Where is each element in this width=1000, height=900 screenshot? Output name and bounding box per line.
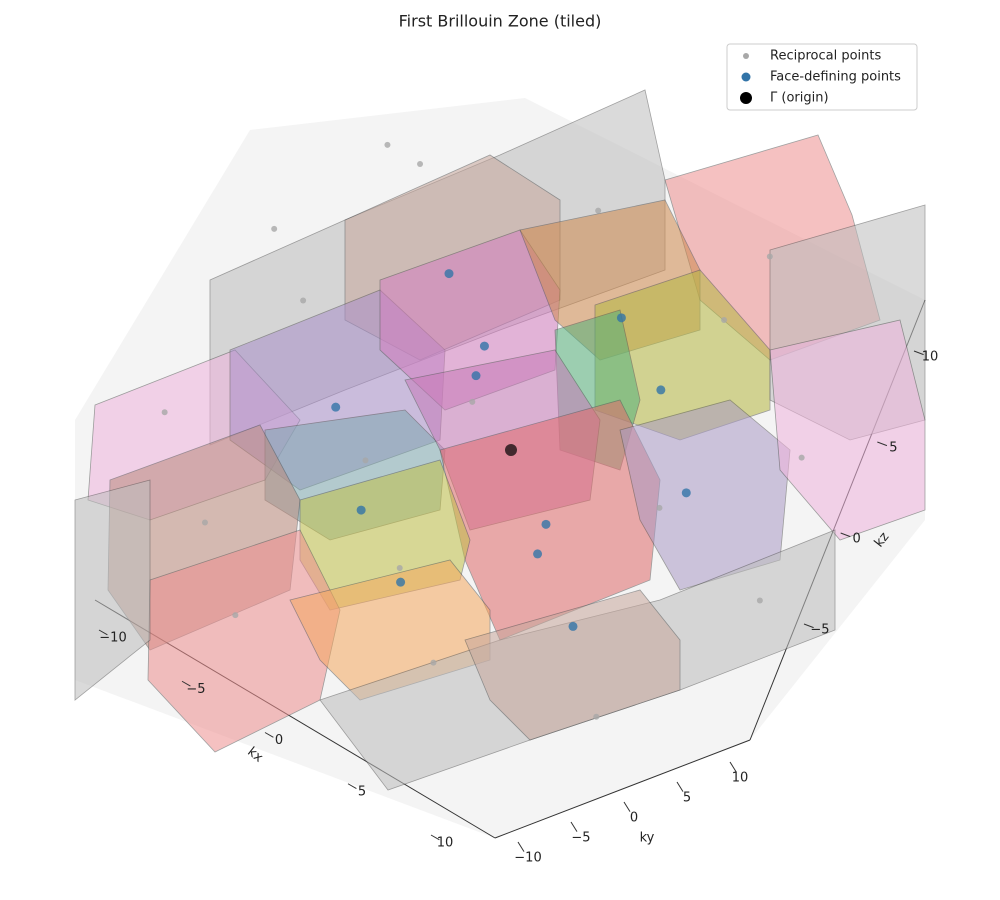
point bbox=[331, 402, 341, 412]
legend-label: Reciprocal points bbox=[770, 49, 881, 64]
point bbox=[541, 519, 551, 529]
zone bbox=[74, 479, 151, 701]
point bbox=[384, 141, 391, 148]
zone bbox=[464, 589, 681, 741]
points bbox=[161, 141, 805, 720]
point bbox=[271, 225, 278, 232]
legend-label: Face-defining points bbox=[770, 70, 901, 85]
legend: Reciprocal points Face-defining points Γ (… bbox=[726, 43, 918, 111]
point bbox=[766, 253, 773, 260]
point bbox=[756, 597, 763, 604]
legend-marker bbox=[740, 92, 752, 104]
point bbox=[201, 519, 208, 526]
x-tick-label: −5 bbox=[186, 682, 205, 697]
point bbox=[444, 269, 454, 279]
point bbox=[471, 371, 481, 381]
tick-mark bbox=[840, 532, 851, 538]
point bbox=[681, 488, 691, 498]
point bbox=[616, 313, 626, 323]
tick-mark bbox=[264, 732, 274, 738]
legend-marker bbox=[743, 53, 749, 59]
point bbox=[656, 385, 666, 395]
tick-mark bbox=[913, 350, 924, 356]
tick-mark bbox=[347, 783, 357, 789]
x-tick-label: 10 bbox=[437, 836, 454, 851]
z-tick-label: 10 bbox=[922, 350, 939, 365]
x-tick-label: 0 bbox=[275, 733, 283, 748]
tick-mark bbox=[803, 623, 814, 629]
zones bbox=[74, 89, 926, 791]
y-axis-label: ky bbox=[640, 831, 655, 846]
legend-label: Γ (origin) bbox=[770, 91, 829, 106]
point bbox=[568, 621, 578, 631]
tick-mark bbox=[98, 629, 108, 636]
y-tick-label: 5 bbox=[683, 791, 691, 806]
point bbox=[232, 612, 239, 619]
point bbox=[595, 207, 602, 214]
y-tick-label: −10 bbox=[514, 851, 541, 866]
legend-box bbox=[726, 43, 918, 111]
point bbox=[479, 341, 489, 351]
y-axis-line bbox=[494, 739, 751, 839]
tick-mark bbox=[676, 781, 684, 792]
tick-mark bbox=[877, 441, 888, 447]
point bbox=[396, 564, 403, 571]
chart-title: First Brillouin Zone (tiled) bbox=[399, 12, 602, 31]
point bbox=[469, 398, 476, 405]
point bbox=[593, 713, 600, 720]
point bbox=[505, 444, 517, 456]
point bbox=[356, 505, 366, 515]
tick-mark bbox=[570, 821, 578, 832]
tick-mark bbox=[729, 761, 737, 772]
point bbox=[396, 577, 406, 587]
y-tick-label: 0 bbox=[630, 811, 638, 826]
legend-marker bbox=[741, 72, 751, 82]
point bbox=[161, 409, 168, 416]
y-tick-label: −5 bbox=[571, 831, 590, 846]
point bbox=[798, 454, 805, 461]
tick-mark bbox=[623, 801, 631, 812]
z-tick-label: −5 bbox=[810, 623, 829, 638]
tick-mark bbox=[517, 841, 525, 852]
z-tick-label: 5 bbox=[889, 441, 897, 456]
point bbox=[362, 457, 369, 464]
point bbox=[417, 160, 424, 167]
tick-mark bbox=[430, 834, 440, 841]
point bbox=[721, 317, 728, 324]
x-tick-label: 5 bbox=[358, 784, 366, 799]
point bbox=[656, 504, 663, 511]
tick-mark bbox=[181, 680, 191, 687]
point bbox=[300, 297, 307, 304]
point bbox=[430, 659, 437, 666]
point bbox=[533, 549, 543, 559]
y-tick-label: 10 bbox=[732, 771, 749, 786]
x-tick-label: −10 bbox=[99, 631, 126, 646]
z-tick-label: 0 bbox=[853, 532, 861, 547]
zone bbox=[769, 319, 926, 541]
